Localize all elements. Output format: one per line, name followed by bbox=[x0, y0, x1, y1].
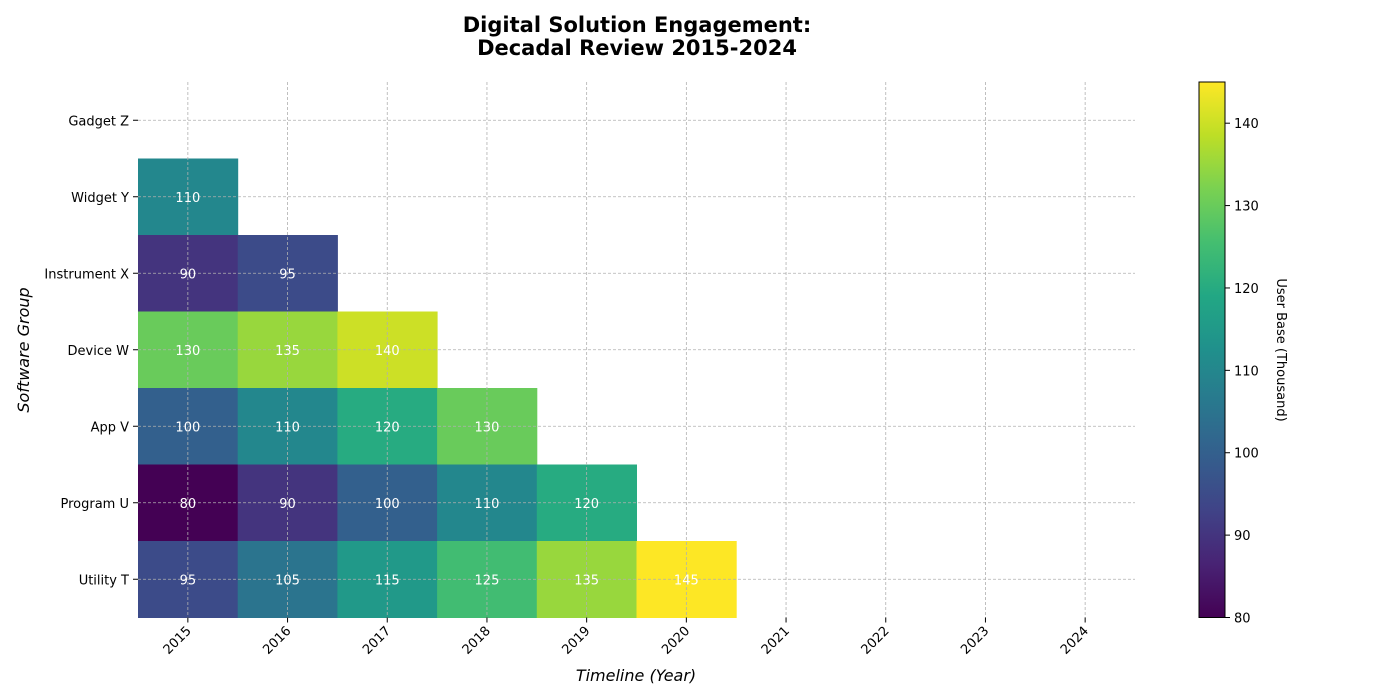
colorbar-tick-label: 90 bbox=[1234, 529, 1251, 544]
y-axis-label: Software Group bbox=[14, 287, 33, 412]
x-tick-label: 2015 bbox=[161, 624, 195, 658]
cell-value-label: 90 bbox=[180, 267, 197, 282]
cell-value-label: 135 bbox=[275, 344, 300, 359]
cell-value-label: 130 bbox=[475, 420, 500, 435]
y-tick-label: Program U bbox=[61, 497, 130, 512]
heatmap-cells bbox=[138, 158, 737, 618]
cell-value-label: 100 bbox=[375, 497, 400, 512]
y-tick-label: App V bbox=[91, 420, 130, 435]
colorbar-label: User Base (Thousand) bbox=[1273, 278, 1288, 421]
x-tick-label: 2016 bbox=[260, 624, 294, 658]
cell-value-label: 120 bbox=[574, 497, 599, 512]
colorbar: 80 90 100 110 120 130 140 bbox=[1198, 81, 1259, 627]
cell-value-label: 110 bbox=[475, 497, 500, 512]
cell-value-label: 125 bbox=[475, 573, 500, 588]
x-tick-label: 2017 bbox=[360, 624, 394, 658]
y-tick-label: Gadget Z bbox=[68, 114, 129, 129]
cell-value-label: 120 bbox=[375, 420, 400, 435]
x-tick-label: 2022 bbox=[859, 624, 893, 658]
cell-value-label: 95 bbox=[279, 267, 296, 282]
cell-value-label: 100 bbox=[175, 420, 200, 435]
y-tick-label: Instrument X bbox=[44, 267, 129, 282]
colorbar-tick-label: 100 bbox=[1234, 447, 1259, 462]
x-tick-label: 2019 bbox=[559, 624, 593, 658]
x-tick-label: 2018 bbox=[460, 624, 494, 658]
y-tick-label: Widget Y bbox=[71, 191, 129, 206]
cell-value-label: 140 bbox=[375, 344, 400, 359]
cell-labels: 110 90 95 130 135 140 100 110 120 130 80 90 100 110 12… bbox=[138, 82, 1135, 618]
cell-value-label: 95 bbox=[180, 573, 197, 588]
x-tick-label: 2021 bbox=[759, 624, 793, 658]
x-tick-label: 2024 bbox=[1058, 624, 1092, 658]
x-tick-label: 2020 bbox=[659, 624, 693, 658]
cell-value-label: 110 bbox=[275, 420, 300, 435]
cell-value-label: 110 bbox=[175, 191, 200, 206]
x-axis-label: Timeline (Year) bbox=[576, 666, 696, 685]
colorbar-gradient bbox=[1198, 81, 1226, 618]
y-axis-ticks: Gadget Z Widget Y Instrument X Device W App … bbox=[44, 114, 138, 588]
colorbar-tick-label: 110 bbox=[1234, 364, 1259, 379]
cell-value-label: 145 bbox=[674, 573, 699, 588]
y-tick-label: Utility T bbox=[79, 573, 129, 588]
x-axis-ticks: 2015 2016 2017 2018 2019 2020 2021 2022 2023 2024 bbox=[161, 617, 1092, 658]
y-tick-label: Device W bbox=[68, 344, 130, 359]
colorbar-tick-label: 120 bbox=[1234, 282, 1259, 297]
cell-value-label: 90 bbox=[279, 497, 296, 512]
cell-value-label: 105 bbox=[275, 573, 300, 588]
cell-value-label: 130 bbox=[175, 344, 200, 359]
x-tick-label: 2023 bbox=[958, 624, 992, 658]
chart-title-line-1: Digital Solution Engagement: bbox=[463, 13, 812, 37]
colorbar-tick-label: 80 bbox=[1234, 612, 1251, 627]
colorbar-tick-label: 140 bbox=[1234, 117, 1259, 132]
cell-value-label: 80 bbox=[180, 497, 197, 512]
cell-value-label: 135 bbox=[574, 573, 599, 588]
colorbar-tick-label: 130 bbox=[1234, 200, 1259, 215]
chart-title-line-2: Decadal Review 2015-2024 bbox=[477, 36, 797, 60]
cell-value-label: 115 bbox=[375, 573, 400, 588]
